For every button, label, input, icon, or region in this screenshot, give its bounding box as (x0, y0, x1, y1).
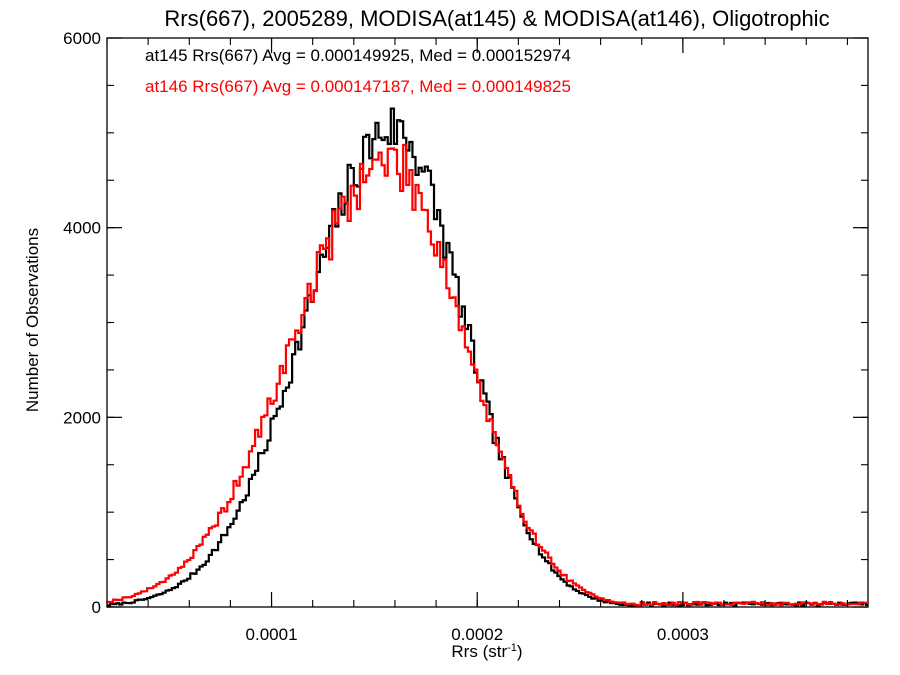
x-axis: 0.0001 0.0002 0.0003 (106, 38, 848, 644)
x-tick-label: 0.0001 (246, 625, 298, 644)
y-tick-label: 6000 (63, 29, 101, 48)
series-at145-histogram (107, 107, 868, 608)
y-axis-label: Number of Observations (23, 228, 42, 412)
x-axis-label: Rrs (str-1) (451, 642, 522, 661)
legend-at146: at146 Rrs(667) Avg = 0.000147187, Med = … (145, 77, 571, 96)
x-axis-label-close: ) (517, 642, 523, 661)
x-axis-label-main: Rrs (str (451, 642, 507, 661)
series-at146-histogram (107, 143, 868, 607)
y-tick-label: 0 (92, 598, 101, 617)
x-tick-label: 0.0003 (657, 625, 709, 644)
legend-at145: at145 Rrs(667) Avg = 0.000149925, Med = … (145, 46, 571, 65)
y-tick-label: 4000 (63, 219, 101, 238)
x-axis-label-superscript: -1 (507, 642, 517, 654)
plot-frame (106, 37, 869, 608)
series-layer (107, 107, 868, 608)
y-axis: 0 2000 4000 6000 (63, 29, 868, 617)
y-tick-label: 2000 (63, 408, 101, 427)
x-tick-label: 0.0002 (451, 625, 503, 644)
chart-title: Rrs(667), 2005289, MODISA(at145) & MODIS… (164, 6, 829, 31)
plot-area: 0.0001 0.0002 0.0003 0 2000 4000 6000 (63, 29, 869, 644)
